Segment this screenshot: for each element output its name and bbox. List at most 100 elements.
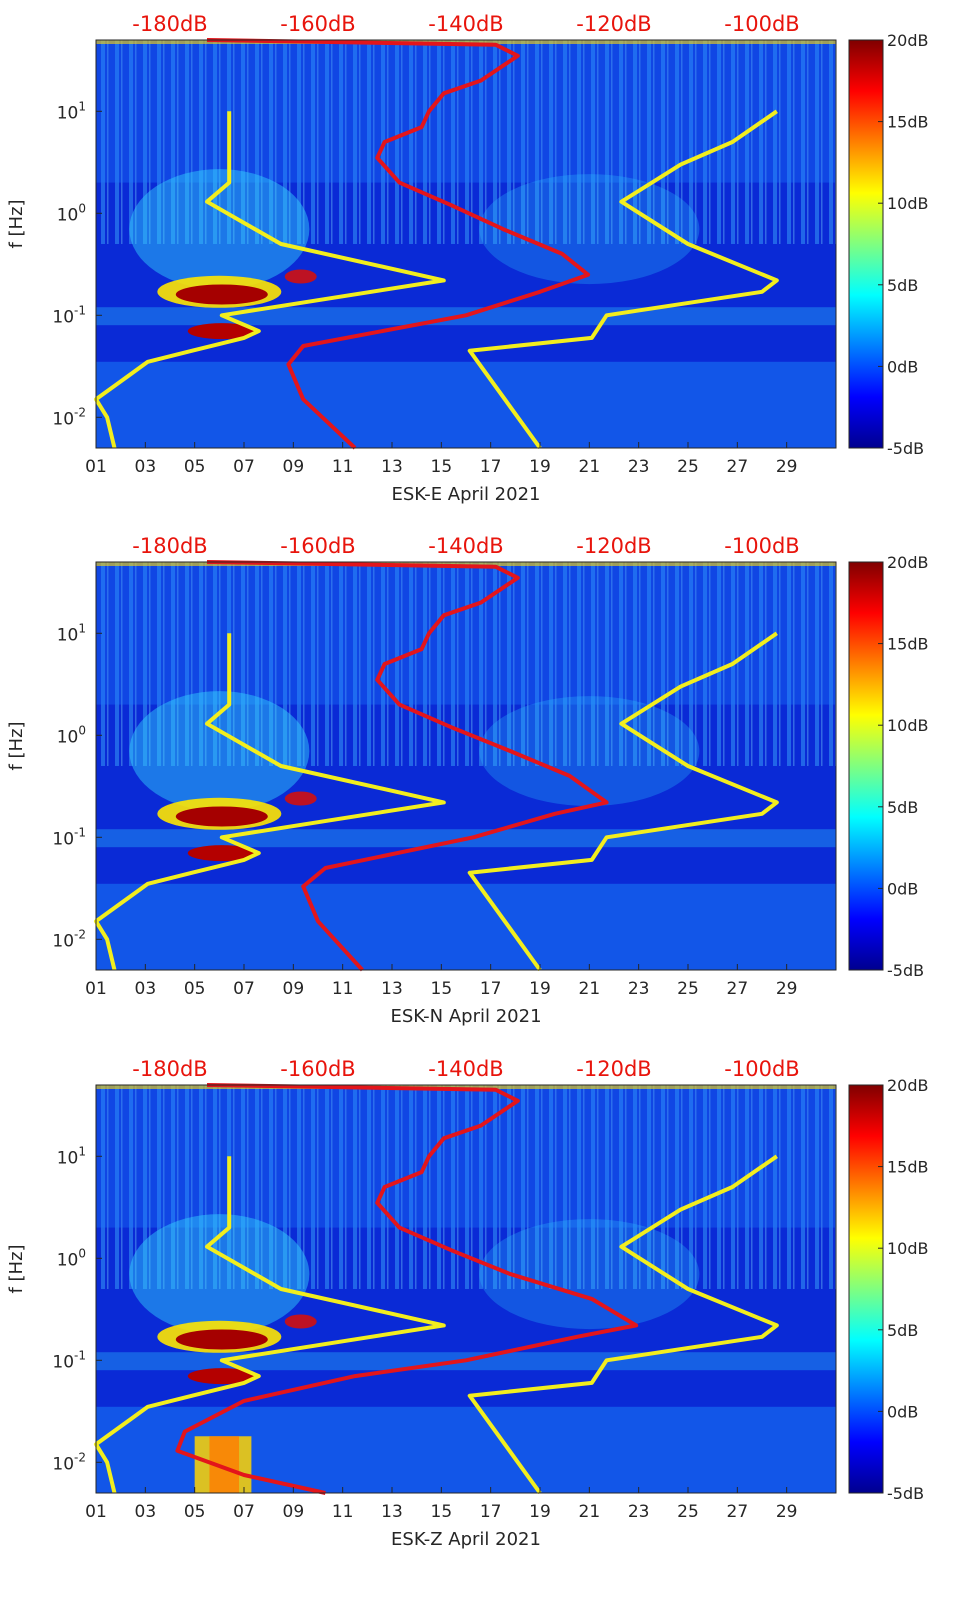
db-tick-label: -100dB (724, 12, 799, 36)
x-tick-label: 19 (529, 979, 551, 999)
x-tick-label: 29 (776, 979, 798, 999)
axes-frame (95, 1084, 837, 1494)
spectrogram-image (96, 562, 836, 970)
colorbar-tick-label: 15dB (887, 635, 929, 654)
spectrogram-panel: 01 03 05 07 09 11 13 15 17 19 21 23 25 27 29 10-2 10-1 10… (6, 1057, 929, 1550)
x-tick-label: 03 (135, 979, 157, 999)
x-tick-label: 27 (727, 457, 749, 477)
x-axis-label: ESK-N April 2021 (390, 1006, 541, 1027)
storm-core (175, 1329, 268, 1350)
x-tick-label: 09 (283, 457, 305, 477)
spectrogram-image (96, 40, 836, 448)
x-tick-label: 01 (85, 457, 107, 477)
storm-core (175, 284, 268, 305)
db-tick-label: -120dB (576, 1057, 651, 1081)
x-tick-label: 05 (184, 979, 206, 999)
x-tick-label: 23 (628, 979, 650, 999)
x-tick-label: 15 (431, 979, 453, 999)
x-tick-label: 25 (677, 1502, 699, 1522)
x-axis-label: ESK-E April 2021 (392, 484, 541, 505)
colorbar-tick-label: 20dB (887, 31, 929, 50)
secondary-core (187, 845, 256, 862)
colorbar-tick-label: 0dB (887, 879, 918, 898)
x-tick-label: 03 (135, 457, 157, 477)
db-tick-label: -100dB (724, 1057, 799, 1081)
db-tick-label: -180dB (132, 1057, 207, 1081)
late-month-glow (479, 1219, 700, 1330)
storm-spot (284, 1314, 317, 1329)
secondary-core (187, 1368, 256, 1385)
curve-noise-model-high (467, 109, 779, 450)
x-tick-label: 13 (381, 1502, 403, 1522)
db-tick-label: -100dB (724, 534, 799, 558)
db-tick-label: -180dB (132, 534, 207, 558)
spectrogram-image (96, 1085, 836, 1493)
colorbar-tick-label: 20dB (887, 553, 929, 572)
curve-noise-model-high (467, 631, 779, 972)
colorbar: 20dB 15dB 10dB 5dB 0dB -5dB (848, 1076, 929, 1503)
y-tick-label: 101 (57, 621, 86, 645)
y-tick-label: 10-2 (52, 927, 86, 951)
curve-noise-model-high (467, 1154, 779, 1495)
x-tick-label: 23 (628, 1502, 650, 1522)
y-tick-label: 100 (57, 201, 86, 225)
high-freq-band (96, 40, 836, 183)
axes-frame (95, 561, 837, 971)
x-tick-label: 07 (233, 457, 255, 477)
y-axis-label: f [Hz] (6, 1244, 27, 1293)
colorbar-tick-label: 10dB (887, 716, 929, 735)
top-edge-band (96, 562, 836, 566)
storm-glow (129, 691, 310, 812)
x-tick-label: 11 (332, 1502, 354, 1522)
x-tick-label: 17 (480, 1502, 502, 1522)
db-tick-label: -160dB (280, 534, 355, 558)
secondary-core (187, 323, 256, 340)
x-tick-label: 19 (529, 457, 551, 477)
colorbar-tick-label: 5dB (887, 798, 918, 817)
db-tick-label: -160dB (280, 12, 355, 36)
colorbar-tick-label: 20dB (887, 1076, 929, 1095)
db-tick-label: -140dB (428, 534, 503, 558)
y-axis-label: f [Hz] (6, 199, 27, 248)
colorbar-tick-label: -5dB (887, 1484, 924, 1503)
x-tick-label: 17 (480, 979, 502, 999)
x-tick-label: 21 (579, 979, 601, 999)
colorbar-tick-label: -5dB (887, 439, 924, 458)
x-tick-label: 23 (628, 457, 650, 477)
high-freq-band (96, 1085, 836, 1228)
curve-station-psd (206, 38, 591, 450)
x-tick-label: 09 (283, 1502, 305, 1522)
x-tick-label: 03 (135, 1502, 157, 1522)
colorbar-tick-label: 10dB (887, 194, 929, 213)
x-tick-label: 25 (677, 979, 699, 999)
x-tick-label: 11 (332, 457, 354, 477)
axes-frame (95, 39, 837, 449)
y-tick-label: 10-1 (52, 303, 86, 327)
storm-glow (129, 1214, 310, 1335)
x-tick-label: 21 (579, 1502, 601, 1522)
colorbar-tick-label: 15dB (887, 113, 929, 132)
db-tick-label: -120dB (576, 534, 651, 558)
colorbar: 20dB 15dB 10dB 5dB 0dB -5dB (848, 31, 929, 458)
x-tick-label: 13 (381, 457, 403, 477)
spectrogram-panel: 01 03 05 07 09 11 13 15 17 19 21 23 25 27 29 10-2 10-1 10… (6, 12, 929, 505)
x-tick-label: 29 (776, 457, 798, 477)
y-tick-label: 101 (57, 99, 86, 123)
x-tick-label: 27 (727, 1502, 749, 1522)
low-freq-band (96, 361, 836, 448)
colorbar-gradient (848, 561, 884, 971)
y-tick-label: 10-1 (52, 1348, 86, 1372)
colorbar-tick-label: 15dB (887, 1158, 929, 1177)
storm-spot (284, 791, 317, 806)
y-axis-label: f [Hz] (6, 721, 27, 770)
x-tick-label: 07 (233, 979, 255, 999)
x-tick-label: 19 (529, 1502, 551, 1522)
x-tick-label: 25 (677, 457, 699, 477)
top-edge-band (96, 1085, 836, 1089)
late-month-glow (479, 696, 700, 807)
y-tick-label: 10-1 (52, 825, 86, 849)
curve-station-psd (175, 1083, 639, 1495)
db-tick-label: -140dB (428, 12, 503, 36)
x-tick-label: 29 (776, 1502, 798, 1522)
